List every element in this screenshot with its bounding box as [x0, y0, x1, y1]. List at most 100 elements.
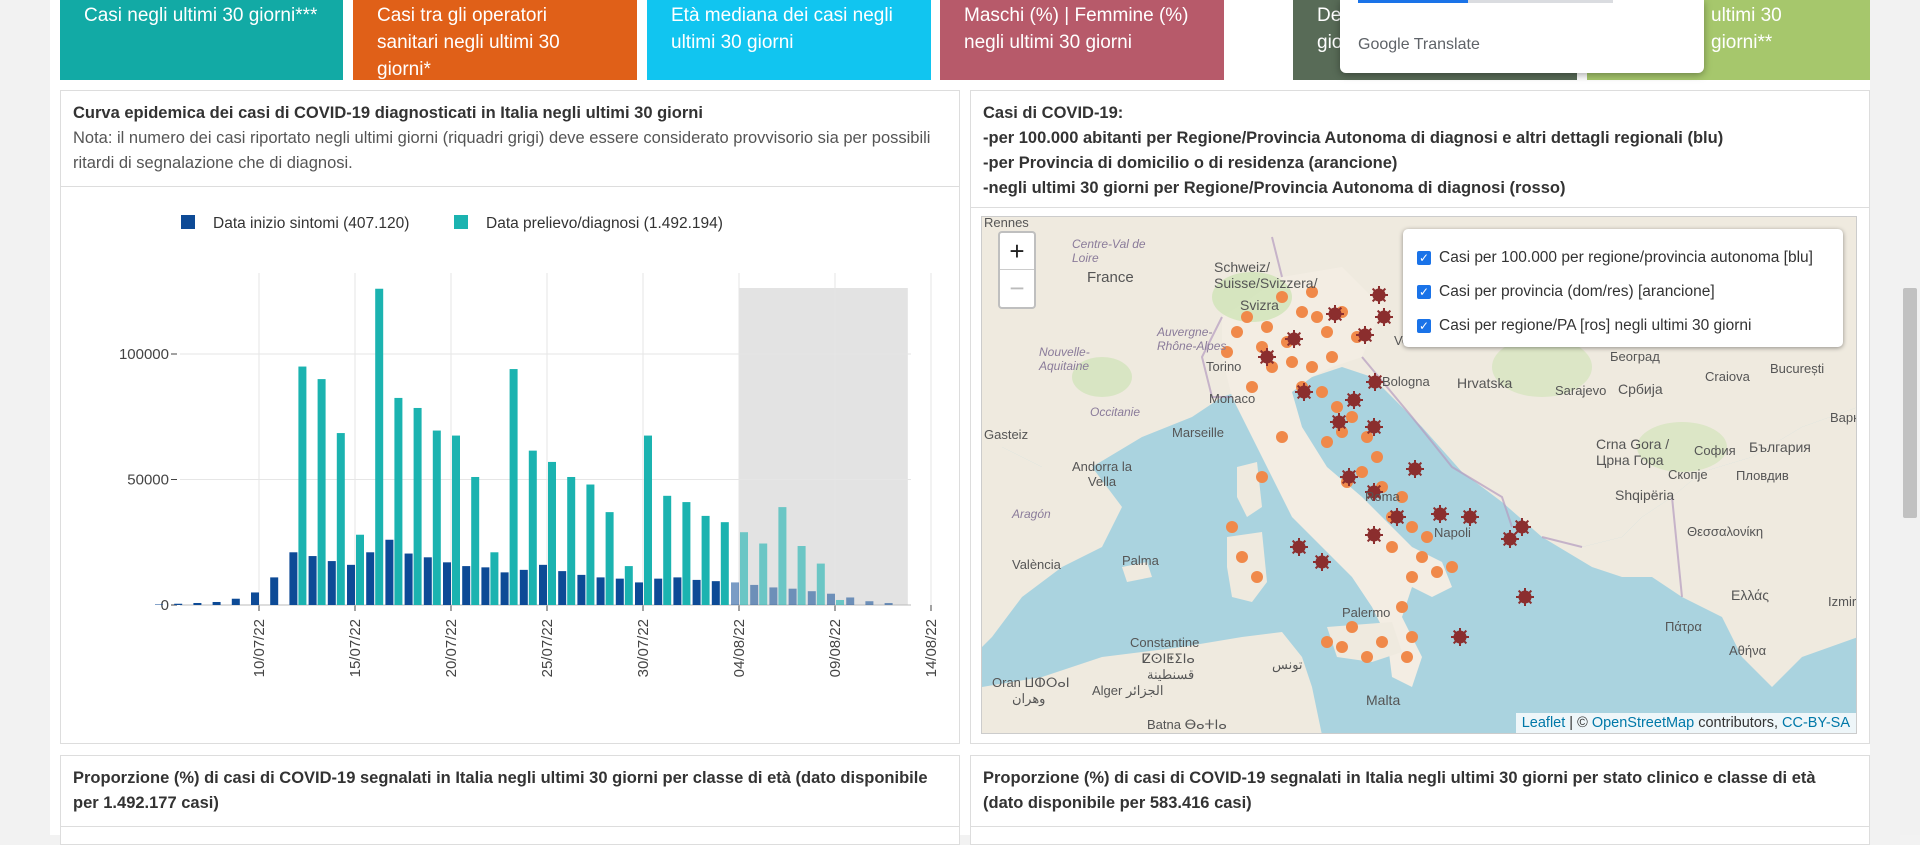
region-30d-marker[interactable]: [1408, 462, 1422, 476]
province-marker[interactable]: [1236, 551, 1248, 563]
layer-option-arancione[interactable]: ✓ Casi per provincia (dom/res) [arancione…: [1417, 275, 1829, 309]
region-30d-marker[interactable]: [1503, 532, 1517, 546]
province-marker[interactable]: [1361, 431, 1373, 443]
region-30d-marker[interactable]: [1390, 510, 1404, 524]
bar-inizio-sintomi: [539, 564, 547, 605]
province-marker[interactable]: [1266, 361, 1278, 373]
layer-option-rosso[interactable]: ✓ Casi per regione/PA [ros] negli ultimi …: [1417, 309, 1829, 343]
province-marker[interactable]: [1356, 466, 1368, 478]
province-marker[interactable]: [1226, 521, 1238, 533]
region-30d-marker[interactable]: [1433, 507, 1447, 521]
map-label: Θεσσαλονίκη: [1687, 524, 1764, 539]
kpi-tile-health-workers[interactable]: Casi tra gli operatori sanitari negli ul…: [353, 0, 637, 80]
province-marker[interactable]: [1311, 311, 1323, 323]
province-marker[interactable]: [1321, 636, 1333, 648]
region-30d-marker[interactable]: [1367, 485, 1381, 499]
region-30d-marker[interactable]: [1260, 350, 1274, 364]
region-30d-marker[interactable]: [1328, 307, 1342, 321]
province-marker[interactable]: [1361, 651, 1373, 663]
bar-prelievo-diagnosi: [471, 476, 480, 605]
bar-inizio-sintomi: [270, 577, 279, 605]
province-marker[interactable]: [1386, 541, 1398, 553]
region-30d-marker[interactable]: [1358, 328, 1372, 342]
region-30d-marker[interactable]: [1515, 520, 1529, 534]
province-marker[interactable]: [1306, 361, 1318, 373]
leaflet-link[interactable]: Leaflet: [1521, 715, 1566, 731]
province-marker[interactable]: [1336, 641, 1348, 653]
checkbox-checked-icon[interactable]: ✓: [1417, 285, 1431, 299]
province-marker[interactable]: [1431, 566, 1443, 578]
province-marker[interactable]: [1396, 601, 1408, 613]
province-marker[interactable]: [1376, 636, 1388, 648]
province-marker[interactable]: [1406, 631, 1418, 643]
province-marker[interactable]: [1276, 291, 1288, 303]
kpi-tile-sex-ratio[interactable]: Maschi (%) | Femmine (%) negli ultimi 30…: [940, 0, 1224, 80]
province-marker[interactable]: [1406, 571, 1418, 583]
province-marker[interactable]: [1321, 326, 1333, 338]
zoom-in-button[interactable]: +: [1009, 236, 1025, 266]
google-translate-label: Google Translate: [1358, 36, 1480, 53]
province-marker[interactable]: [1396, 491, 1408, 503]
checkbox-checked-icon[interactable]: ✓: [1417, 319, 1431, 333]
province-marker[interactable]: [1241, 311, 1253, 323]
province-marker[interactable]: [1326, 351, 1338, 363]
scrollbar-thumb[interactable]: [1903, 288, 1917, 518]
province-marker[interactable]: [1446, 561, 1458, 573]
bar-inizio-sintomi: [827, 593, 835, 605]
province-marker[interactable]: [1321, 436, 1333, 448]
region-30d-marker[interactable]: [1332, 415, 1346, 429]
region-30d-marker[interactable]: [1342, 470, 1356, 484]
map-label: Monaco: [1209, 391, 1256, 406]
bar-prelievo-diagnosi: [701, 515, 710, 605]
region-30d-marker[interactable]: [1367, 528, 1381, 542]
province-marker[interactable]: [1286, 356, 1298, 368]
leaflet-map[interactable]: Rennes Centre-Val de Loire France Nouvel…: [981, 216, 1857, 734]
province-marker[interactable]: [1401, 651, 1413, 663]
province-marker[interactable]: [1421, 531, 1433, 543]
map-label: Occitanie: [1090, 405, 1141, 419]
province-marker[interactable]: [1346, 411, 1358, 423]
province-marker[interactable]: [1316, 386, 1328, 398]
province-marker[interactable]: [1406, 521, 1418, 533]
province-marker[interactable]: [1346, 621, 1358, 633]
province-marker[interactable]: [1231, 326, 1243, 338]
virus-spike: [1366, 537, 1372, 543]
province-marker[interactable]: [1331, 401, 1343, 413]
province-marker[interactable]: [1371, 451, 1383, 463]
kpi-tile-cases-30d[interactable]: Casi negli ultimi 30 giorni***: [60, 0, 343, 80]
province-marker[interactable]: [1256, 471, 1268, 483]
page-scrollbar[interactable]: [1900, 0, 1920, 835]
license-link[interactable]: CC-BY-SA: [1782, 715, 1850, 731]
region-30d-marker[interactable]: [1367, 420, 1381, 434]
bar-inizio-sintomi: [750, 584, 759, 605]
province-marker[interactable]: [1246, 381, 1258, 393]
bar-inizio-sintomi: [443, 562, 451, 605]
region-30d-marker[interactable]: [1463, 510, 1477, 524]
region-30d-marker[interactable]: [1518, 590, 1532, 604]
kpi-tile-median-age[interactable]: Età mediana dei casi negli ultimi 30 gio…: [647, 0, 931, 80]
region-30d-marker[interactable]: [1372, 288, 1386, 302]
layer-option-blu[interactable]: ✓ Casi per 100.000 per regione/provincia …: [1417, 241, 1829, 275]
osm-link[interactable]: OpenStreetMap: [1591, 715, 1695, 731]
region-30d-marker[interactable]: [1453, 630, 1467, 644]
region-30d-marker[interactable]: [1292, 540, 1306, 554]
province-marker[interactable]: [1256, 341, 1268, 353]
province-marker[interactable]: [1276, 431, 1288, 443]
province-marker[interactable]: [1306, 286, 1318, 298]
region-30d-marker[interactable]: [1297, 385, 1311, 399]
zoom-out-button[interactable]: −: [1000, 269, 1034, 306]
province-marker[interactable]: [1251, 571, 1263, 583]
checkbox-checked-icon[interactable]: ✓: [1417, 251, 1431, 265]
region-30d-marker[interactable]: [1315, 555, 1329, 569]
map-label: Marseille: [1172, 425, 1225, 440]
region-30d-marker[interactable]: [1347, 393, 1361, 407]
bar-inizio-sintomi: [174, 603, 183, 605]
province-marker[interactable]: [1261, 321, 1273, 333]
region-30d-marker[interactable]: [1287, 332, 1301, 346]
province-marker[interactable]: [1221, 346, 1233, 358]
google-translate-popup[interactable]: Google Translate: [1340, 0, 1704, 73]
province-marker[interactable]: [1416, 551, 1428, 563]
province-marker[interactable]: [1296, 306, 1308, 318]
region-30d-marker[interactable]: [1368, 375, 1382, 389]
region-30d-marker[interactable]: [1377, 310, 1391, 324]
